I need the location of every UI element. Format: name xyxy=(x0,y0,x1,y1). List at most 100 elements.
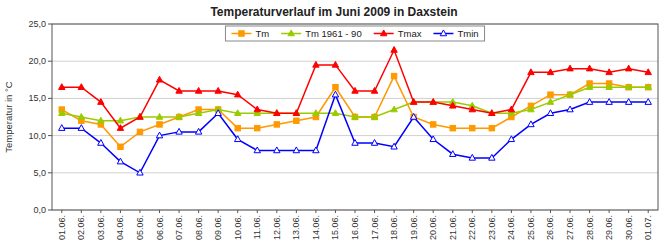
point xyxy=(59,84,65,90)
series xyxy=(59,91,652,175)
tick-label: 02.06. xyxy=(76,215,86,240)
point xyxy=(450,151,456,157)
tick-mark xyxy=(48,172,52,173)
point xyxy=(645,84,651,90)
tick-label: 14.06. xyxy=(311,215,321,240)
point xyxy=(371,113,377,119)
point xyxy=(332,110,338,116)
point xyxy=(176,87,182,93)
tick-label: 20,0 xyxy=(28,56,46,66)
point xyxy=(255,125,260,130)
point xyxy=(430,122,435,127)
tick-label: 27.06. xyxy=(565,215,575,240)
point xyxy=(586,99,592,105)
legend-label: Tm 1961 - 90 xyxy=(305,28,362,39)
legend-marker xyxy=(380,30,386,36)
series xyxy=(59,47,652,131)
tick-label: 21.06. xyxy=(448,215,458,240)
tick-label: 24.06. xyxy=(506,215,516,240)
point xyxy=(195,128,201,134)
point xyxy=(547,99,553,105)
legend-marker xyxy=(288,30,294,36)
point xyxy=(352,87,358,93)
tick-label: 15,0 xyxy=(28,93,46,103)
point xyxy=(548,92,553,97)
tick-label: 04.06. xyxy=(115,215,125,240)
x-axis: 01.06.02.06.03.06.04.06.05.06.06.06.07.0… xyxy=(57,210,653,240)
tick-label: 25,0 xyxy=(28,19,46,29)
point xyxy=(645,99,651,105)
tick-mark xyxy=(48,135,52,136)
tick-label: 12.06. xyxy=(272,215,282,240)
tick-label: 17.06. xyxy=(370,215,380,240)
tick-label: 18.06. xyxy=(389,215,399,240)
point xyxy=(352,113,358,119)
point xyxy=(235,136,241,142)
point xyxy=(372,114,377,119)
grid-line xyxy=(52,98,658,99)
legend-label: Tmax xyxy=(398,28,422,39)
point xyxy=(352,114,357,119)
tick-label: 29.06. xyxy=(604,215,614,240)
tick-label: 09.06. xyxy=(213,215,223,240)
point xyxy=(411,114,416,119)
point xyxy=(489,154,495,160)
point xyxy=(78,113,84,119)
point xyxy=(313,110,319,116)
point xyxy=(606,99,612,105)
tick-label: 01.06. xyxy=(57,215,67,240)
point xyxy=(176,128,182,134)
tick-mark xyxy=(48,210,52,211)
tick-label: 22.06. xyxy=(467,215,477,240)
point xyxy=(469,154,475,160)
point xyxy=(235,110,241,116)
point xyxy=(195,110,201,116)
point xyxy=(626,85,631,90)
legend-item: Tmax xyxy=(374,28,422,39)
point xyxy=(352,140,358,146)
legend: TmTm 1961 - 90TmaxTmin xyxy=(225,26,484,41)
point xyxy=(59,110,65,116)
legend-item: Tm 1961 - 90 xyxy=(281,28,362,39)
plot-area xyxy=(52,24,658,210)
chart: 0,05,010,015,020,025,001.06.02.06.03.06.… xyxy=(0,0,668,252)
point xyxy=(586,65,592,71)
point xyxy=(274,110,280,116)
point xyxy=(410,99,416,105)
point xyxy=(254,106,260,112)
point xyxy=(528,69,534,75)
point xyxy=(313,147,319,153)
point xyxy=(117,117,123,123)
tick-label: 13.06. xyxy=(291,215,301,240)
point xyxy=(176,114,181,119)
grid-line xyxy=(52,172,658,173)
point xyxy=(59,125,65,131)
point xyxy=(215,110,221,116)
tick-label: 28.06. xyxy=(585,215,595,240)
point xyxy=(156,113,162,119)
point xyxy=(567,65,573,71)
tick-label: 10,0 xyxy=(28,131,46,141)
point xyxy=(156,76,162,82)
point xyxy=(195,87,201,93)
tick-label: 08.06. xyxy=(194,215,204,240)
point xyxy=(118,144,123,149)
tick-mark xyxy=(48,98,52,99)
line xyxy=(62,87,648,120)
point xyxy=(586,84,592,90)
data-area xyxy=(59,47,652,176)
point xyxy=(508,106,514,112)
point xyxy=(528,121,534,127)
point xyxy=(470,125,475,130)
y-axis: 0,05,010,015,020,025,0 xyxy=(28,19,658,215)
tick-label: 07.06. xyxy=(174,215,184,240)
tick-label: 19.06. xyxy=(409,215,419,240)
point xyxy=(646,85,651,90)
point xyxy=(215,87,221,93)
point xyxy=(391,73,396,78)
point xyxy=(450,125,455,130)
legend-box xyxy=(225,26,484,41)
point xyxy=(547,69,553,75)
tick-mark xyxy=(48,24,52,25)
tick-label: 0,0 xyxy=(33,205,46,215)
